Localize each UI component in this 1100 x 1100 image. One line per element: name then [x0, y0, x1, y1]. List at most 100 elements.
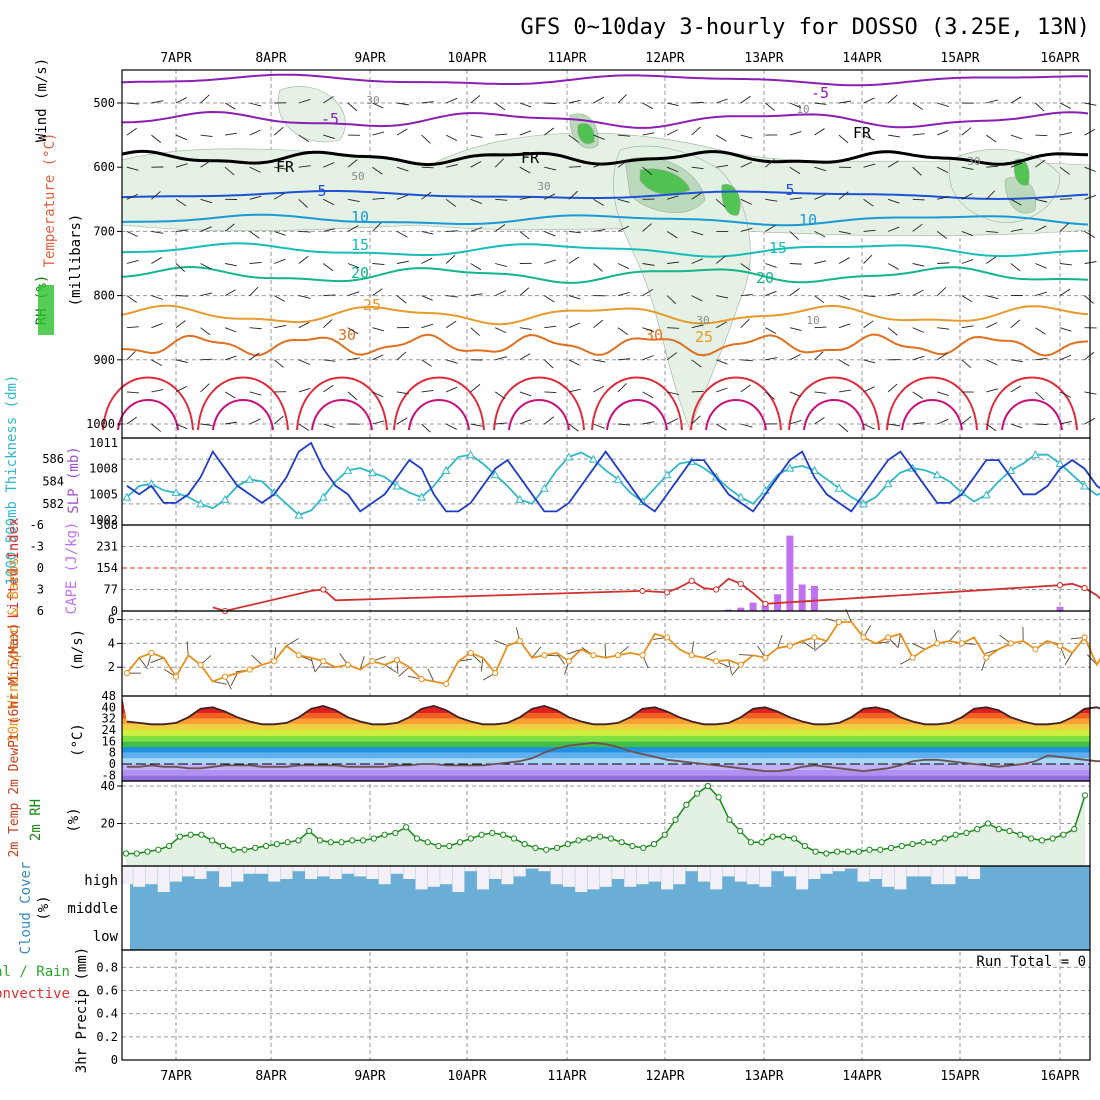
- precip-tick-label: 0.4: [96, 1007, 118, 1021]
- wind10-point: [197, 661, 204, 668]
- wind-barb: [151, 295, 163, 300]
- wind-barb: [863, 97, 875, 104]
- wind-barb: [716, 98, 728, 104]
- isotherm-label: FR: [521, 149, 540, 167]
- isotherm-hotter-lobe: [606, 399, 668, 431]
- rh2m-point: [715, 794, 722, 801]
- wind10-barb: [801, 640, 814, 650]
- isotherm-hotter-lobe: [901, 399, 963, 431]
- cloud-high-gap: [366, 866, 379, 879]
- thickness-point: [1006, 465, 1016, 474]
- thickness-point: [245, 474, 255, 483]
- wind-barb: [273, 359, 284, 368]
- slp-tick-label: 1005: [89, 487, 118, 501]
- li-tick-label: 3: [37, 583, 44, 597]
- wind-barb: [347, 102, 358, 112]
- rh2m-point: [909, 841, 916, 848]
- cloud-tick-label: middle: [67, 901, 118, 917]
- rh2m-point: [963, 829, 970, 836]
- isotherm-hotter-lobe: [1001, 399, 1063, 431]
- wind-barb: [1035, 159, 1046, 168]
- isotherm-line-15: [121, 242, 1089, 258]
- wind-barb: [298, 359, 310, 365]
- wind-barb: [347, 327, 359, 335]
- wind10-point: [737, 661, 744, 668]
- wind-barb: [887, 383, 898, 393]
- wind10-point: [983, 654, 990, 661]
- wind-barb: [1010, 423, 1023, 429]
- isotherm-hot-lobe: [393, 376, 485, 431]
- cloud-high-gap: [783, 866, 796, 877]
- wind-barb: [863, 229, 876, 232]
- wind-barb: [568, 166, 581, 168]
- wind-barb: [986, 322, 998, 329]
- wind-barb: [1035, 423, 1048, 426]
- wind-barb: [1059, 198, 1073, 200]
- wind-barb: [617, 159, 629, 168]
- wind-barb: [347, 263, 360, 269]
- wind10-units-label: (m/s): [70, 629, 86, 671]
- rh2m-point: [801, 842, 808, 850]
- wind-barb: [593, 319, 604, 329]
- wind-barb: [298, 198, 308, 208]
- isotherm-hotter-lobe: [212, 399, 274, 431]
- rh2m-point: [737, 827, 744, 835]
- wind-barb: [715, 198, 726, 208]
- wind-barb: [1035, 102, 1045, 112]
- wind10-barb: [567, 648, 582, 655]
- isotherm-hot-lobe: [296, 376, 388, 431]
- wind10-point: [467, 649, 474, 657]
- wind-barb: [470, 383, 481, 393]
- cloud-high-gap: [661, 866, 674, 890]
- cloud-high-gap: [145, 866, 158, 885]
- temp-tick-label: 8: [109, 746, 116, 760]
- wind-barb: [470, 160, 482, 168]
- li-tick-label: -3: [30, 540, 44, 554]
- wind-barb: [789, 102, 802, 109]
- wind-barb: [470, 134, 483, 138]
- wind-barb: [691, 295, 703, 302]
- wind-barb: [740, 263, 751, 271]
- rh2m-point: [898, 842, 905, 850]
- wind-barb: [986, 134, 997, 143]
- wind-barb: [1010, 134, 1023, 140]
- rh2m-point: [693, 790, 701, 797]
- wind-barb: [323, 319, 333, 329]
- y-tick-label: 2: [108, 660, 115, 674]
- wind-barb: [126, 350, 136, 361]
- wind10-barb: [230, 672, 238, 686]
- wind-barb: [568, 322, 581, 329]
- wind-barb: [568, 134, 579, 143]
- cloud-high-gap: [845, 866, 858, 869]
- bottom-date-label: 10APR: [447, 1069, 486, 1084]
- cloud-high-gap: [697, 866, 710, 882]
- wind-barb: [789, 231, 799, 240]
- wind-barb: [838, 257, 850, 264]
- wind-barb: [593, 229, 606, 232]
- wind-barb: [716, 359, 728, 365]
- wind-barb: [470, 423, 483, 427]
- rh2m-point: [306, 827, 313, 835]
- wind-barb: [323, 359, 336, 362]
- rh-contour-label: 30: [967, 155, 980, 168]
- isotherm-label: 30: [338, 326, 356, 344]
- isotherm-hot-lobe: [591, 376, 683, 431]
- dewpoint-line: [126, 741, 1100, 773]
- wind-barb: [617, 263, 630, 269]
- wind-barb: [151, 389, 164, 393]
- cloud-high-gap: [882, 866, 895, 887]
- thickness-point: [368, 468, 377, 477]
- cloud-high-gap: [329, 866, 342, 879]
- rh2m-point: [1071, 826, 1078, 833]
- wind-barb: [986, 295, 999, 300]
- wind-barb: [323, 263, 334, 272]
- rh2m-point: [478, 831, 485, 838]
- rh2m-point: [500, 831, 507, 838]
- slp-line: [126, 441, 1100, 513]
- rh2m-point: [553, 844, 561, 851]
- cloud-high-gap: [759, 866, 772, 887]
- thickness-point: [1031, 450, 1040, 459]
- precip-convective-label: Convective: [0, 986, 70, 1002]
- wind-barb: [396, 391, 409, 395]
- cloud-high-gap: [243, 866, 256, 874]
